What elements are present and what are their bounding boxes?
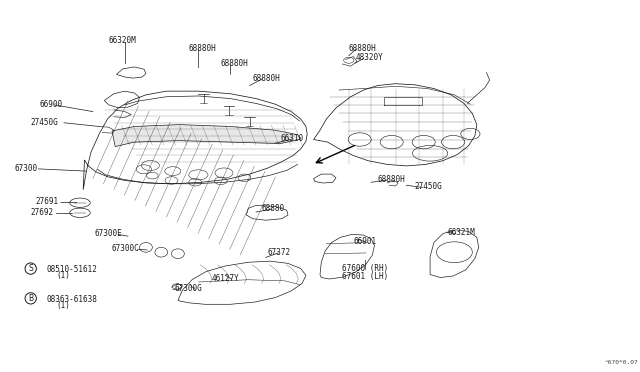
Text: 08363-61638: 08363-61638 bbox=[46, 295, 97, 304]
Polygon shape bbox=[112, 125, 301, 147]
Text: 67601 (LH): 67601 (LH) bbox=[342, 272, 388, 280]
Text: 27692: 27692 bbox=[31, 208, 54, 217]
Text: B: B bbox=[28, 294, 33, 303]
Text: 66321M: 66321M bbox=[448, 228, 476, 237]
Text: 68880H: 68880H bbox=[378, 175, 405, 184]
Text: 46127Y: 46127Y bbox=[211, 274, 239, 283]
Text: ^670*0.07: ^670*0.07 bbox=[605, 360, 639, 365]
Text: 08510-51612: 08510-51612 bbox=[46, 265, 97, 274]
Text: 68880H: 68880H bbox=[349, 44, 376, 53]
Text: 68880H: 68880H bbox=[189, 44, 216, 53]
Text: 68880H: 68880H bbox=[253, 74, 280, 83]
Text: 66320M: 66320M bbox=[109, 36, 136, 45]
Text: 67300G: 67300G bbox=[174, 284, 202, 293]
Text: 67372: 67372 bbox=[268, 248, 291, 257]
Text: 67300E: 67300E bbox=[95, 229, 122, 238]
Text: 27691: 27691 bbox=[35, 197, 58, 206]
Text: 68880: 68880 bbox=[261, 204, 284, 213]
Text: 67600 (RH): 67600 (RH) bbox=[342, 264, 388, 273]
Text: S: S bbox=[28, 264, 33, 273]
Text: (1): (1) bbox=[56, 271, 70, 280]
Text: 27450G: 27450G bbox=[415, 182, 442, 191]
Text: 48320Y: 48320Y bbox=[356, 53, 383, 62]
Text: 27450G: 27450G bbox=[31, 118, 58, 126]
Text: 66900: 66900 bbox=[40, 100, 63, 109]
Text: 68880H: 68880H bbox=[221, 59, 248, 68]
Text: 66901: 66901 bbox=[353, 237, 376, 246]
Text: 66310: 66310 bbox=[280, 134, 303, 143]
Text: 67300C: 67300C bbox=[112, 244, 140, 253]
Text: 67300: 67300 bbox=[14, 164, 37, 173]
Text: (1): (1) bbox=[56, 301, 70, 310]
